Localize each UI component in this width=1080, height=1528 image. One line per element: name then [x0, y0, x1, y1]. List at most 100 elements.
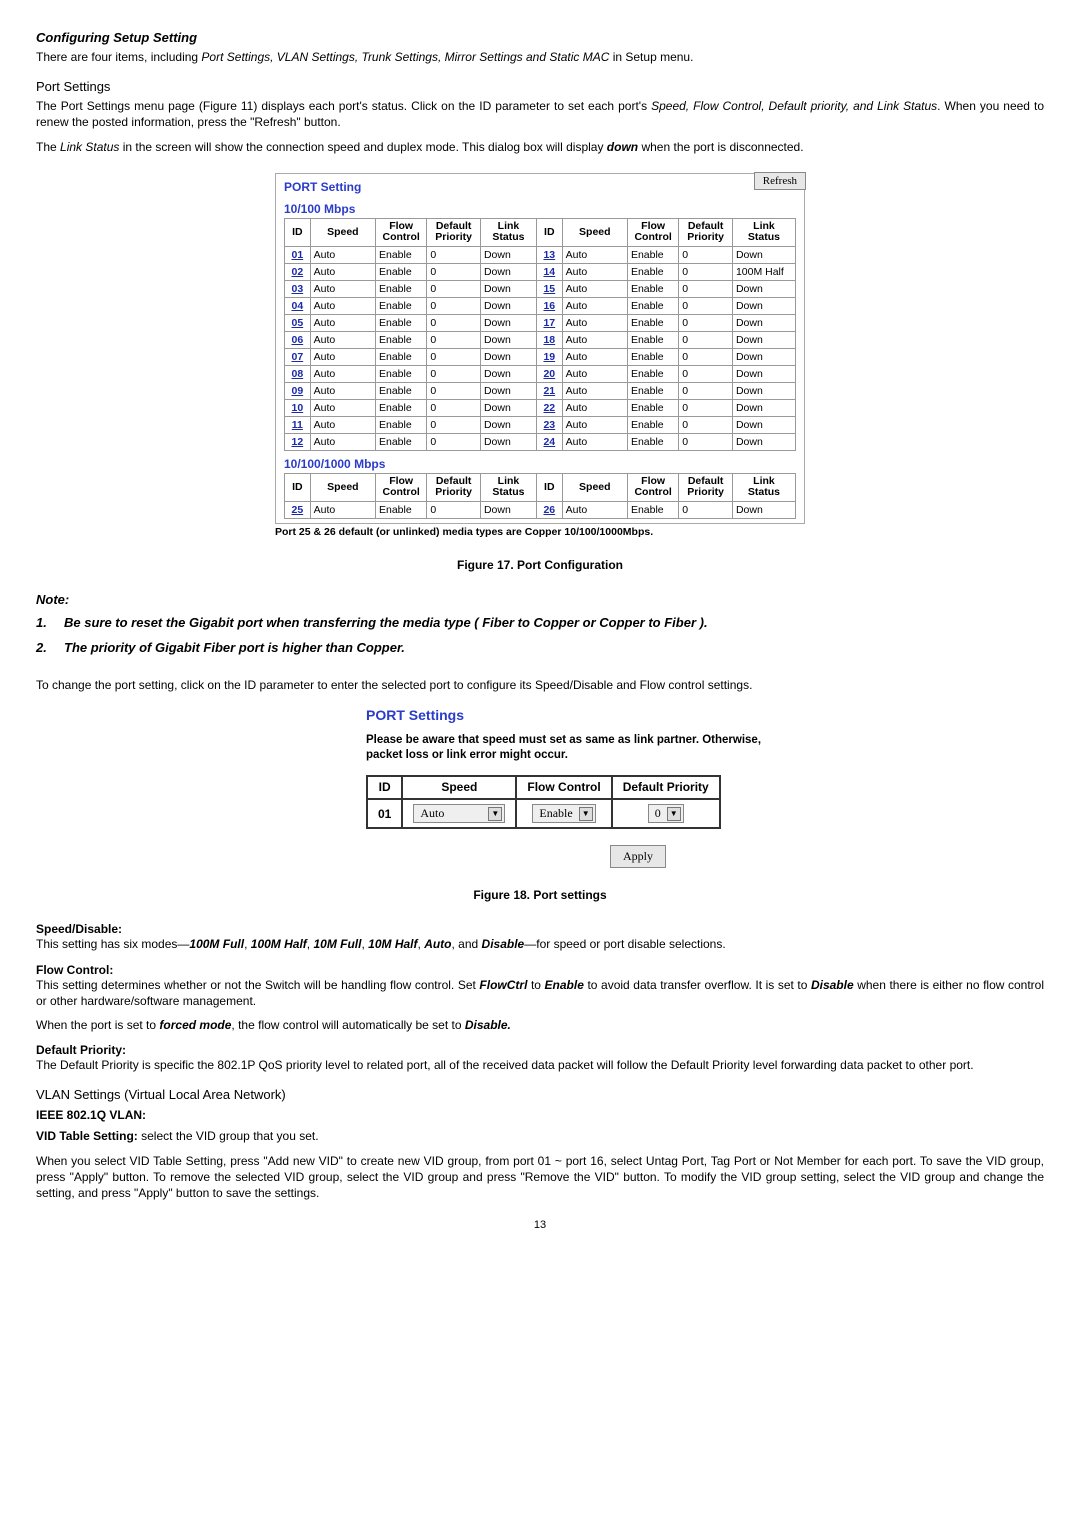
intro-pre: There are four items, including — [36, 50, 201, 64]
table-cell: Down — [732, 399, 795, 416]
port-id-link[interactable]: 15 — [543, 283, 555, 295]
port-id-link[interactable]: 08 — [291, 368, 303, 380]
table-cell: Enable — [627, 263, 678, 280]
port-id-link[interactable]: 16 — [543, 300, 555, 312]
port-id-link[interactable]: 20 — [543, 368, 555, 380]
ps-p1-a: The Port Settings menu page (Figure 11) … — [36, 99, 651, 113]
port-id-link[interactable]: 14 — [543, 266, 555, 278]
table-cell: Down — [480, 263, 536, 280]
table-header-cell: LinkStatus — [480, 473, 536, 501]
table-cell: 0 — [679, 297, 733, 314]
port-id-link[interactable]: 01 — [291, 249, 303, 261]
table-cell: Down — [732, 433, 795, 450]
port-id-link[interactable]: 12 — [291, 436, 303, 448]
table-cell: 0 — [427, 314, 481, 331]
port-id-link[interactable]: 04 — [291, 300, 303, 312]
port-id-link[interactable]: 07 — [291, 351, 303, 363]
table-cell: Enable — [375, 348, 426, 365]
table-cell: Down — [480, 314, 536, 331]
table-cell: Auto — [562, 433, 627, 450]
port-id-link[interactable]: 25 — [291, 504, 303, 516]
vid-paragraph: When you select VID Table Setting, press… — [36, 1153, 1044, 1202]
table-cell: Auto — [310, 297, 375, 314]
table-cell: Auto — [310, 314, 375, 331]
form-h-speed: Speed — [402, 776, 516, 800]
table-cell: Auto — [310, 416, 375, 433]
port-id-link[interactable]: 19 — [543, 351, 555, 363]
port-id-link[interactable]: 02 — [291, 266, 303, 278]
table-cell: Auto — [562, 348, 627, 365]
table-cell: Auto — [310, 263, 375, 280]
table-cell: Auto — [310, 501, 375, 518]
table-cell: Auto — [310, 246, 375, 263]
port-setting-table-2: IDSpeedFlowControlDefaultPriorityLinkSta… — [284, 473, 796, 519]
port-id-link[interactable]: 10 — [291, 402, 303, 414]
table-cell: Down — [732, 416, 795, 433]
port-id-link[interactable]: 06 — [291, 334, 303, 346]
port-id-link[interactable]: 22 — [543, 402, 555, 414]
port-id-link[interactable]: 23 — [543, 419, 555, 431]
intro-ital: Port Settings, VLAN Settings, Trunk Sett… — [201, 50, 612, 64]
table-cell: Down — [480, 297, 536, 314]
table-cell: Down — [732, 331, 795, 348]
table-cell: Down — [732, 501, 795, 518]
table-cell: 02 — [285, 263, 311, 280]
table-cell: Enable — [627, 399, 678, 416]
refresh-button[interactable]: Refresh — [754, 172, 806, 190]
port-id-link[interactable]: 21 — [543, 385, 555, 397]
table-cell: 0 — [427, 365, 481, 382]
port-id-link[interactable]: 26 — [543, 504, 555, 516]
table-cell: Auto — [310, 433, 375, 450]
table-cell: 19 — [536, 348, 562, 365]
fc-a: This setting determines whether or not t… — [36, 978, 479, 992]
port-id-link[interactable]: 09 — [291, 385, 303, 397]
table-cell: Down — [732, 365, 795, 382]
port-setting-title: PORT Setting — [284, 180, 796, 194]
page-number: 13 — [36, 1219, 1044, 1231]
port-id-link[interactable]: 03 — [291, 283, 303, 295]
table-cell: Auto — [562, 416, 627, 433]
apply-button[interactable]: Apply — [610, 845, 666, 868]
port-id-link[interactable]: 24 — [543, 436, 555, 448]
table-cell: 0 — [679, 416, 733, 433]
table-header-cell: ID — [536, 473, 562, 501]
table-cell: Enable — [627, 246, 678, 263]
priority-select[interactable]: 0▼ — [648, 804, 684, 823]
note1-num: 1. — [36, 613, 64, 634]
ps-p2-a: The — [36, 140, 60, 154]
ps-para2: The Link Status in the screen will show … — [36, 139, 1044, 155]
table-cell: Enable — [375, 263, 426, 280]
table-cell: Auto — [562, 263, 627, 280]
port-id-link[interactable]: 11 — [292, 419, 303, 431]
port-id-link[interactable]: 18 — [543, 334, 555, 346]
table-cell: Auto — [310, 399, 375, 416]
table-cell: Enable — [627, 365, 678, 382]
table-row: 04AutoEnable0Down16AutoEnable0Down — [285, 297, 796, 314]
table-header-cell: Speed — [310, 218, 375, 246]
port-id-link[interactable]: 05 — [291, 317, 303, 329]
form-table: ID Speed Flow Control Default Priority 0… — [366, 775, 721, 830]
table-cell: 14 — [536, 263, 562, 280]
table-cell: Enable — [627, 314, 678, 331]
ps-p2-c: in the screen will show the connection s… — [119, 140, 606, 154]
port-id-link[interactable]: 17 — [543, 317, 555, 329]
table-cell: 15 — [536, 280, 562, 297]
table-cell: 0 — [427, 280, 481, 297]
table-cell: 17 — [536, 314, 562, 331]
port-id-link[interactable]: 13 — [543, 249, 555, 261]
table-row: 12AutoEnable0Down24AutoEnable0Down — [285, 433, 796, 450]
speed-disable-heading: Speed/Disable: — [36, 922, 1044, 936]
speed-value: Auto — [420, 806, 444, 821]
table-cell: Enable — [627, 382, 678, 399]
table-cell: Enable — [627, 348, 678, 365]
form-note: Please be aware that speed must set as s… — [366, 733, 776, 763]
table-cell: 0 — [427, 246, 481, 263]
speed-select[interactable]: Auto▼ — [413, 804, 505, 823]
table-header-cell: ID — [536, 218, 562, 246]
sd-c1: , — [244, 937, 251, 951]
flow-select[interactable]: Enable▼ — [532, 804, 595, 823]
form-id-cell: 01 — [367, 799, 402, 828]
flow-control-body: This setting determines whether or not t… — [36, 977, 1044, 1009]
fc-c: to — [527, 978, 544, 992]
note-item-1: 1.Be sure to reset the Gigabit port when… — [36, 613, 1044, 634]
